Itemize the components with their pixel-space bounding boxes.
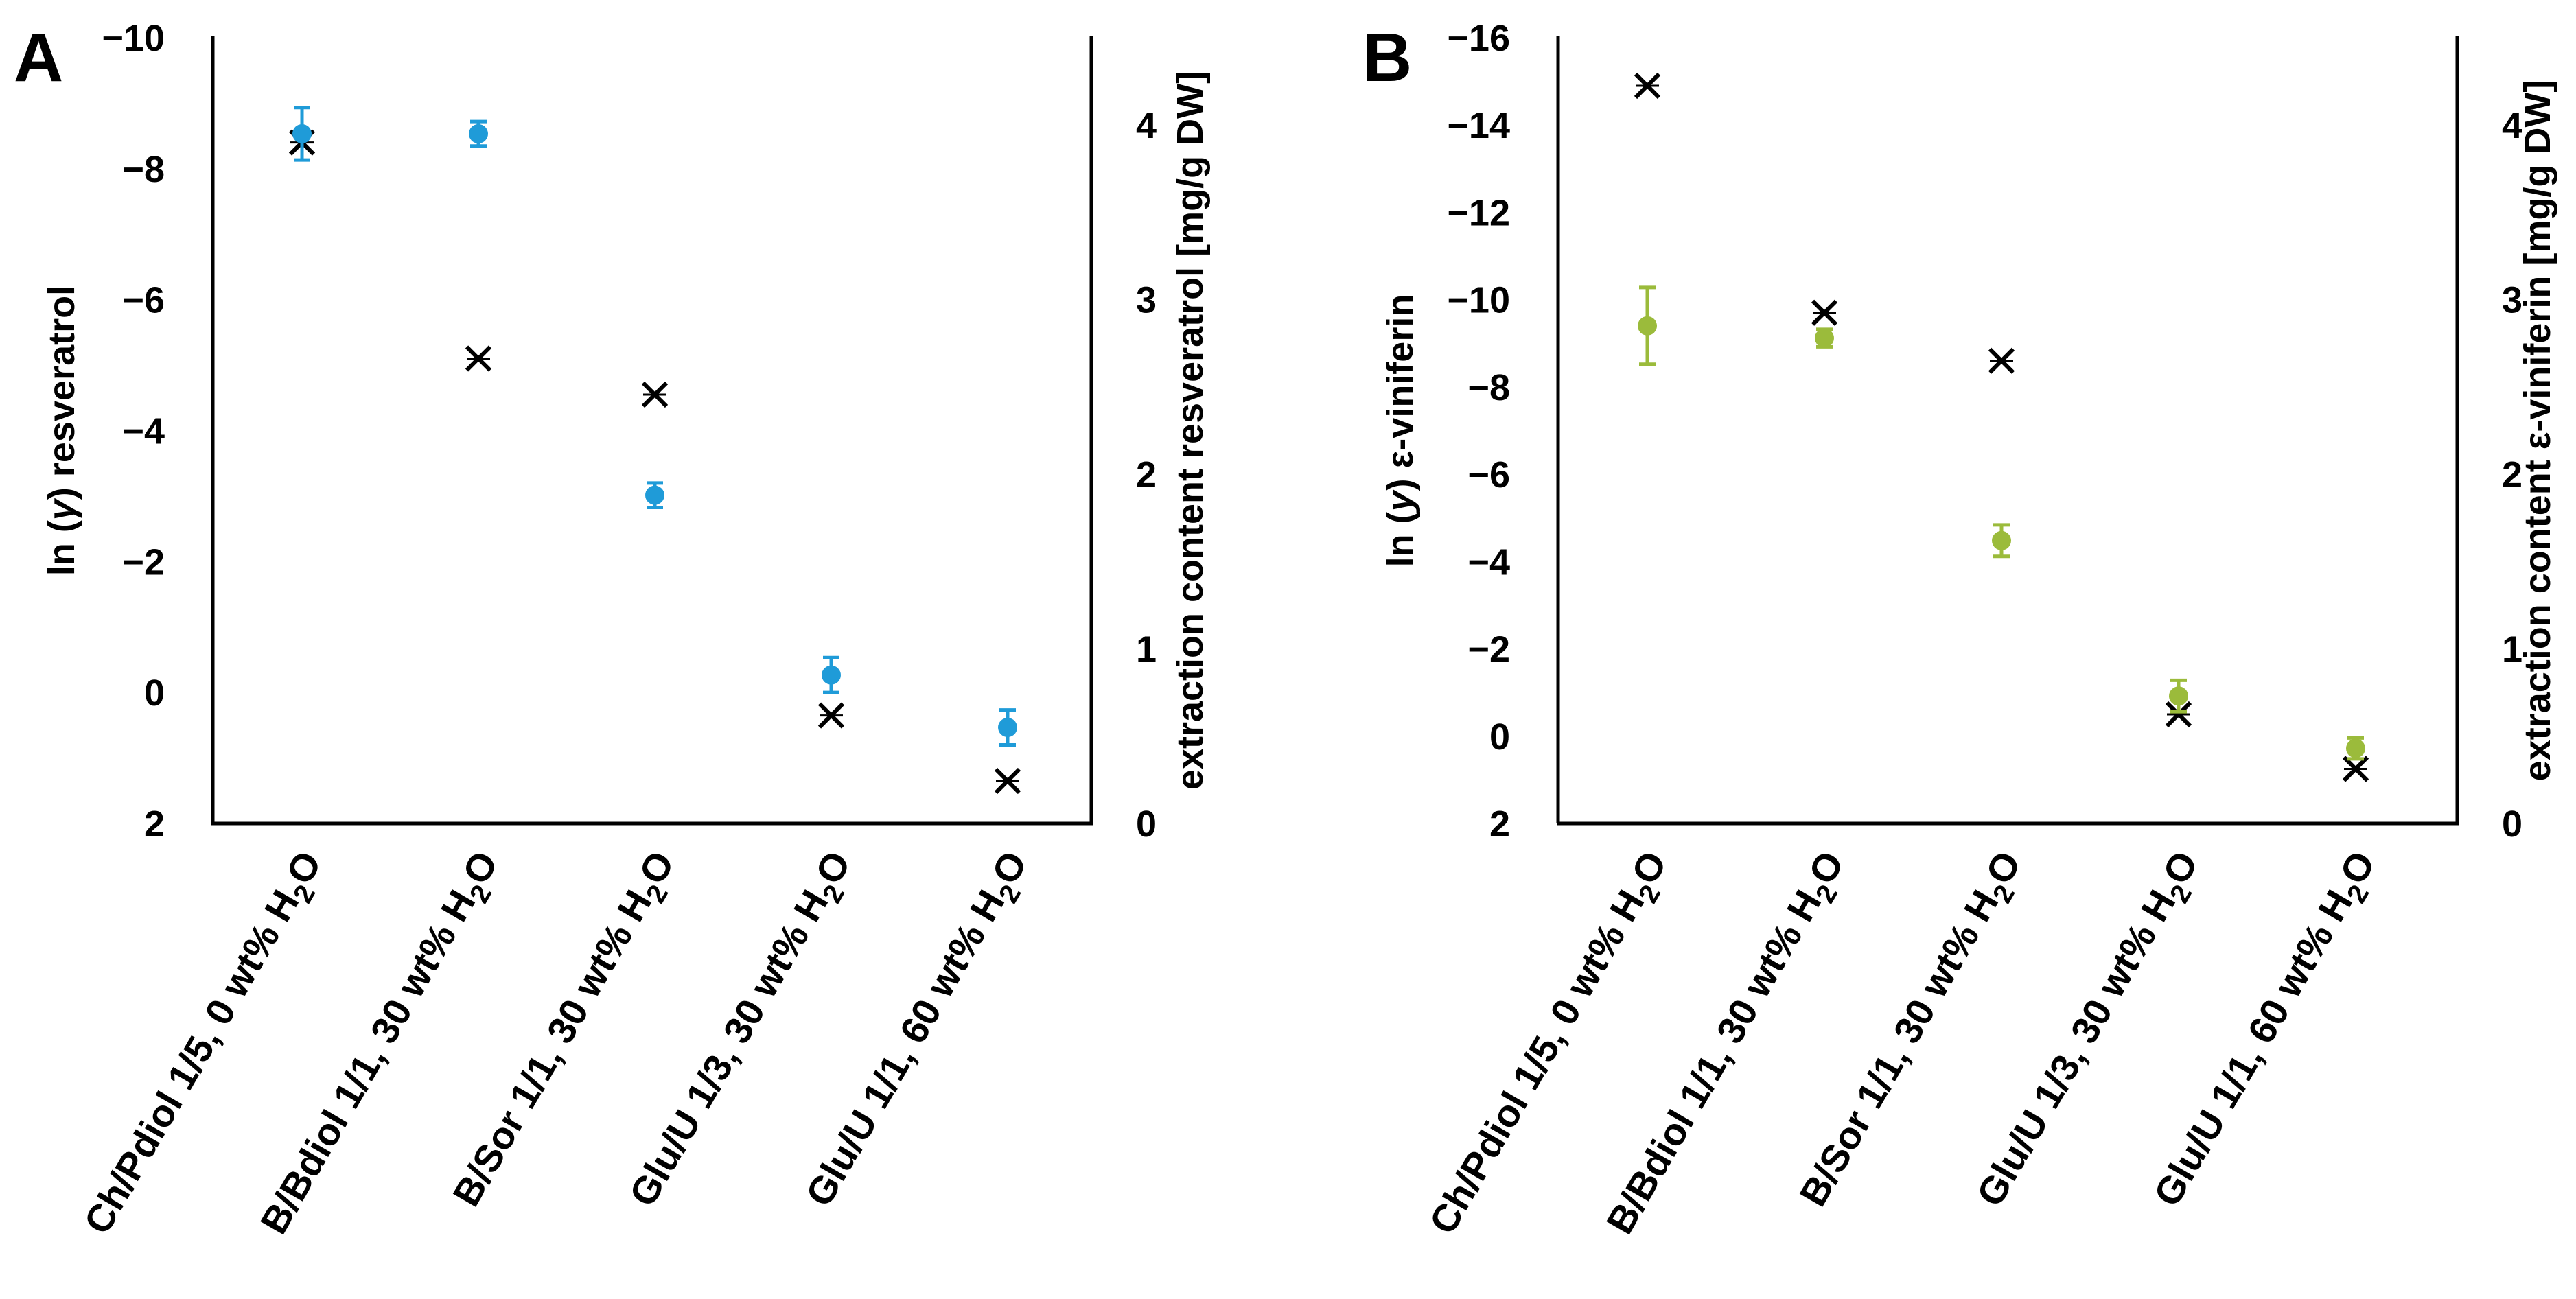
data-point bbox=[2169, 686, 2188, 706]
x-marker bbox=[465, 345, 492, 372]
data-point bbox=[645, 485, 664, 505]
data-point bbox=[822, 665, 841, 685]
x-marker bbox=[1811, 299, 1838, 326]
y-axis-label: ln (γ) resveratrol bbox=[41, 285, 82, 576]
panel-letter: B bbox=[1362, 19, 1412, 96]
y2-tick-label: 0 bbox=[2502, 804, 2522, 845]
y-tick-label: 0 bbox=[144, 672, 165, 714]
data-point bbox=[292, 124, 312, 143]
x-marker bbox=[817, 702, 845, 729]
panel-letter: A bbox=[14, 19, 63, 96]
y2-axis-label: extraction content ε-viniferin [mg/g DW] bbox=[2517, 80, 2558, 782]
y-tick-label: 0 bbox=[1489, 716, 1510, 758]
y-tick-label: −4 bbox=[122, 411, 165, 452]
data-point bbox=[1815, 328, 1834, 348]
y2-axis-label: extraction content resveratrol [mg/g DW] bbox=[1170, 71, 1211, 790]
y-axis-label: ln (y) ε-viniferin bbox=[1380, 294, 1421, 567]
y2-tick-label: 1 bbox=[2502, 629, 2522, 670]
data-point bbox=[469, 124, 488, 143]
series-ln-gamma bbox=[288, 129, 1021, 795]
y-tick-label: −2 bbox=[1467, 629, 1510, 670]
series-ln-gamma bbox=[1634, 72, 2369, 782]
series-extraction bbox=[1638, 285, 2365, 761]
x-marker bbox=[2165, 701, 2192, 728]
y-tick-label: −10 bbox=[102, 18, 165, 59]
y-tick-label: −6 bbox=[1467, 454, 1510, 495]
x-marker bbox=[641, 381, 669, 408]
series-extraction bbox=[292, 106, 1017, 747]
data-point bbox=[1992, 530, 2011, 550]
data-point bbox=[1638, 316, 1657, 336]
y-tick-label: −12 bbox=[1447, 192, 1510, 233]
y2-tick-label: 3 bbox=[1136, 280, 1157, 321]
panel-A: A −10 −8 −6 −4 −2 0 2 0 1 2 3 4 ln (γ) resveratrol ext… bbox=[14, 18, 1211, 1241]
x-marker bbox=[994, 767, 1021, 795]
y-tick-label: −16 bbox=[1447, 18, 1510, 59]
y-tick-label: 2 bbox=[1489, 804, 1510, 845]
y2-tick-label: 2 bbox=[2502, 454, 2522, 495]
y2-tick-label: 4 bbox=[2502, 105, 2522, 146]
y2-tick-label: 2 bbox=[1136, 454, 1157, 495]
data-point bbox=[998, 718, 1017, 738]
y-tick-label: −2 bbox=[122, 541, 165, 583]
y-tick-label: −8 bbox=[122, 149, 165, 190]
y-tick-label: −8 bbox=[1467, 367, 1510, 408]
y-tick-label: −10 bbox=[1447, 280, 1510, 321]
y2-tick-label: 0 bbox=[1136, 804, 1157, 845]
x-marker bbox=[1634, 72, 1661, 100]
data-point bbox=[2346, 738, 2365, 758]
x-marker bbox=[1988, 347, 2015, 374]
x-marker bbox=[2342, 756, 2369, 782]
panel-B: B −16 −14 −12 −10 −8 −6 −4 −2 0 2 0 1 2 3 4 ln (y) ε-vin… bbox=[1362, 18, 2558, 1241]
y-tick-label: −14 bbox=[1447, 105, 1510, 146]
y2-tick-label: 1 bbox=[1136, 629, 1157, 670]
y-tick-label: −6 bbox=[122, 280, 165, 321]
y-tick-label: −4 bbox=[1467, 541, 1510, 583]
y-tick-label: 2 bbox=[144, 804, 165, 845]
y2-tick-label: 3 bbox=[2502, 280, 2522, 321]
y2-tick-label: 4 bbox=[1136, 105, 1157, 146]
